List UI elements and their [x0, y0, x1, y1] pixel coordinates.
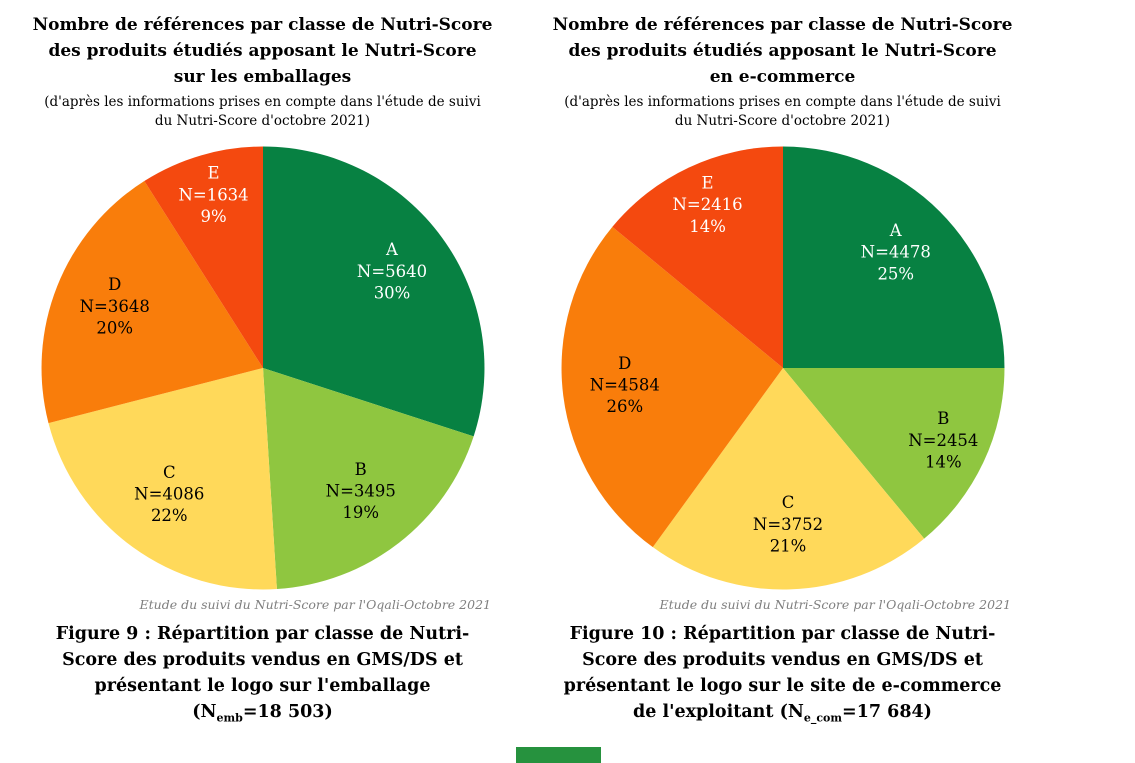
figure9-title-line3: sur les emballages	[173, 67, 352, 87]
figure9-caption: Figure 9 : Répartition par classe de Nut…	[10, 621, 515, 725]
figure9-panel: Nombre de références par classe de Nutri…	[10, 0, 515, 725]
figure9-subtitle: (d'après les informations prises en comp…	[10, 93, 515, 131]
figure10-n-post: =17 684)	[842, 702, 932, 722]
green-bar	[516, 747, 601, 763]
figure10-panel: Nombre de références par classe de Nutri…	[530, 0, 1035, 725]
pie-label-E: E N=2416 14%	[672, 173, 742, 235]
figure9-source-note: Etude du suivi du Nutri-Score par l'Oqal…	[139, 597, 491, 612]
figure10-title-line2: des produits étudiés apposant le Nutri-S…	[568, 41, 997, 61]
figure10-caption-line3: présentant le logo sur le site de e-comm…	[563, 676, 1002, 696]
figure9-n-pre: (N	[192, 702, 217, 722]
figure9-subtitle-line1: (d'après les informations prises en comp…	[44, 94, 481, 110]
figure10-title-line1: Nombre de références par classe de Nutri…	[552, 15, 1013, 35]
figure9-title-line2: des produits étudiés apposant le Nutri-S…	[48, 41, 477, 61]
figure10-caption-line1: Figure 10 : Répartition par classe de Nu…	[569, 624, 996, 644]
figure9-title: Nombre de références par classe de Nutri…	[10, 12, 515, 90]
figure10-caption: Figure 10 : Répartition par classe de Nu…	[530, 621, 1035, 725]
pie-label-E: E N=1634 9%	[178, 164, 248, 226]
figure10-subtitle: (d'après les informations prises en comp…	[530, 93, 1035, 131]
figure10-subtitle-line2: du Nutri-Score d'octobre 2021)	[674, 113, 891, 129]
pie-slice-B	[782, 368, 1004, 539]
pie-slice-B	[262, 368, 474, 590]
pie-label-A: A N=5640 30%	[356, 240, 426, 302]
pie-slice-C	[652, 368, 924, 590]
figure9-caption-line4: (Nemb=18 503)	[10, 699, 515, 725]
pie-slice-C	[47, 368, 277, 590]
pie-slice-A	[782, 146, 1004, 368]
figure10-title-line3: en e-commerce	[709, 67, 856, 87]
pie-label-B: B N=3495 19%	[325, 460, 395, 522]
pie-label-D: D N=3648 20%	[79, 275, 149, 337]
figure10-pie-area: A N=4478 25% B N=2454 14% C N=3752 21% D N=4584 26%…	[530, 142, 1035, 594]
figure9-n-post: =18 503)	[242, 702, 333, 722]
figure10-caption-line4: de l'exploitant (Ne_com=17 684)	[530, 699, 1035, 725]
pie-label-C: C N=4086 22%	[134, 463, 204, 525]
figure10-source-note: Etude du suivi du Nutri-Score par l'Oqal…	[659, 597, 1011, 612]
pie-slice-D	[41, 181, 263, 424]
pie-slice-E	[611, 146, 783, 368]
figure9-pie-chart: A N=5640 30% B N=3495 19% C N=4086 22% D N=3648 20%…	[41, 146, 484, 590]
figure9-caption-line2: Score des produits vendus en GMS/DS et	[62, 650, 463, 670]
figure10-n-sub: e_com	[803, 711, 843, 725]
figure9-pie-area: A N=5640 30% B N=3495 19% C N=4086 22% D N=3648 20%…	[10, 142, 515, 594]
figure9-title-line1: Nombre de références par classe de Nutri…	[32, 15, 493, 35]
pie-label-D: D N=4584 26%	[589, 354, 659, 416]
figure10-title: Nombre de références par classe de Nutri…	[530, 12, 1035, 90]
figure9-caption-line3: présentant le logo sur l'emballage	[94, 676, 431, 696]
figure9-n-sub: emb	[216, 711, 243, 725]
figure9-subtitle-line2: du Nutri-Score d'octobre 2021)	[154, 113, 371, 129]
pie-slice-A	[262, 146, 484, 437]
figure10-pie-chart: A N=4478 25% B N=2454 14% C N=3752 21% D N=4584 26%…	[561, 146, 1004, 590]
figures-page: Nombre de références par classe de Nutri…	[10, 0, 1035, 725]
pie-label-B: B N=2454 14%	[908, 409, 978, 471]
pie-slice-E	[143, 146, 263, 368]
pie-slice-D	[561, 226, 783, 548]
pie-label-C: C N=3752 21%	[752, 493, 822, 555]
pie-label-A: A N=4478 25%	[860, 221, 930, 283]
figure9-caption-line1: Figure 9 : Répartition par classe de Nut…	[55, 624, 470, 644]
figure10-n-pre: de l'exploitant (N	[633, 702, 804, 722]
figure10-caption-line2: Score des produits vendus en GMS/DS et	[582, 650, 983, 670]
figure10-subtitle-line1: (d'après les informations prises en comp…	[564, 94, 1001, 110]
